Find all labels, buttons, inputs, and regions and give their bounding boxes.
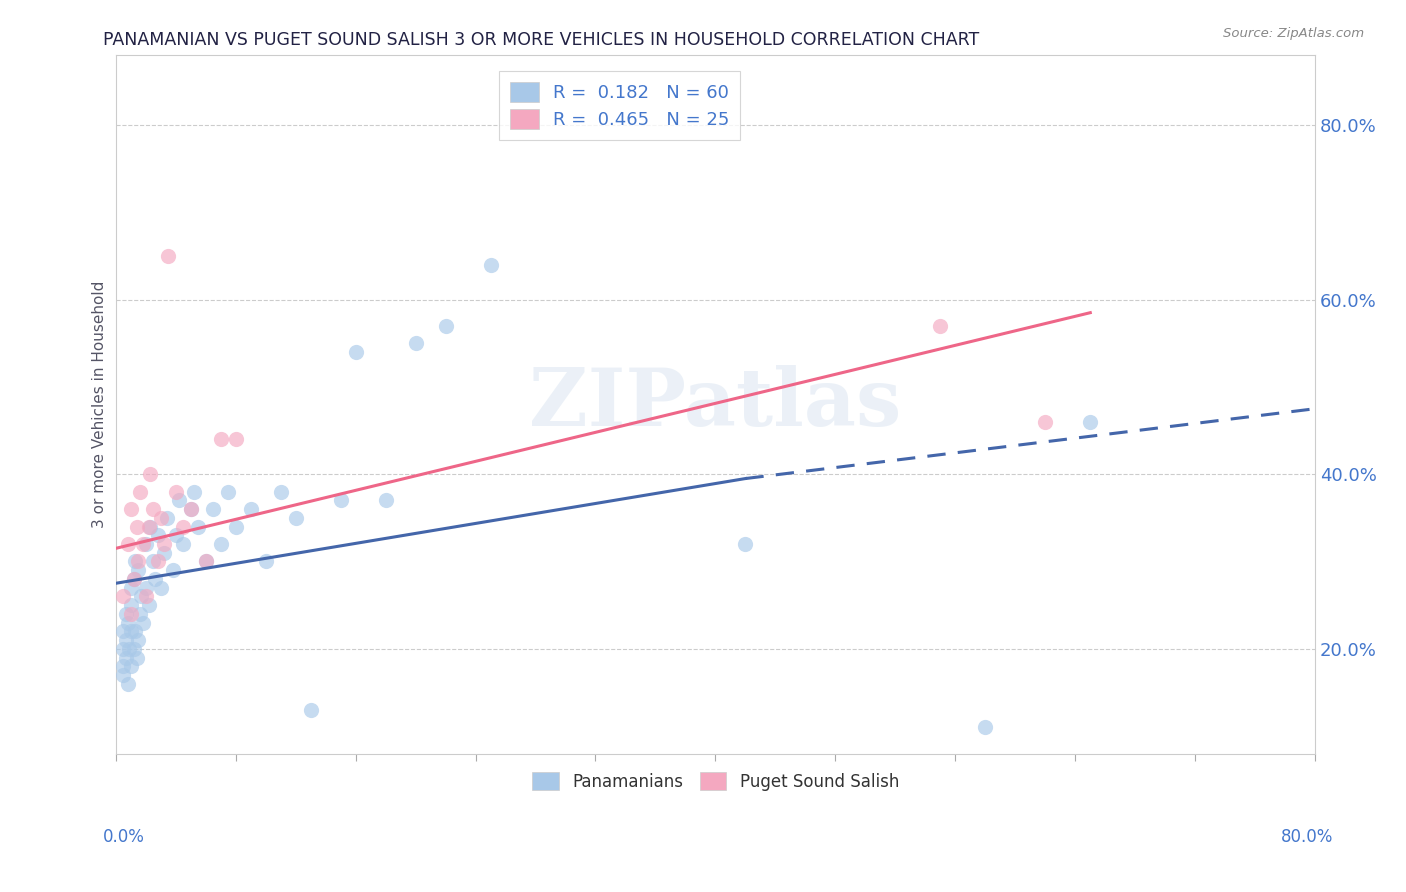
Point [118,641,141,656]
Point [115,650,138,665]
Text: ZIPatlas: ZIPatlas [529,366,901,443]
Point [138,519,160,533]
Point [135,537,157,551]
Point [172,537,194,551]
Point [162,563,184,577]
Point [344,345,367,359]
Point [149,511,172,525]
Text: 0.0%: 0.0% [103,828,145,846]
Point [122,572,145,586]
Text: Source: ZipAtlas.com: Source: ZipAtlas.com [1223,27,1364,40]
Point [142,502,165,516]
Point [187,519,209,533]
Point [167,493,190,508]
Point [120,659,142,673]
Point [225,432,247,446]
Point [374,493,396,508]
Point [143,572,166,586]
Point [180,502,202,516]
Point [183,484,205,499]
Point [128,607,150,621]
Point [209,432,232,446]
Point [299,703,322,717]
Y-axis label: 3 or more Vehicles in Household: 3 or more Vehicles in Household [93,281,107,528]
Point [122,572,145,586]
Point [284,511,307,525]
Point [157,249,180,263]
Point [131,615,153,630]
Point [929,318,952,333]
Point [152,546,174,560]
Point [120,624,142,639]
Point [117,615,139,630]
Point [217,484,239,499]
Point [1078,415,1101,429]
Point [146,554,169,568]
Point [209,537,232,551]
Point [127,563,149,577]
Point [165,484,187,499]
Point [156,511,179,525]
Point [239,502,262,516]
Point [194,554,217,568]
Point [112,590,135,604]
Point [974,720,997,734]
Point [112,624,135,639]
Point [180,502,202,516]
Point [479,258,502,272]
Point [112,659,135,673]
Text: PANAMANIAN VS PUGET SOUND SALISH 3 OR MORE VEHICLES IN HOUSEHOLD CORRELATION CHA: PANAMANIAN VS PUGET SOUND SALISH 3 OR MO… [103,31,979,49]
Point [125,519,148,533]
Point [254,554,277,568]
Point [131,537,153,551]
Point [127,554,149,568]
Point [734,537,756,551]
Point [270,484,292,499]
Point [1033,415,1056,429]
Point [124,554,146,568]
Point [149,581,172,595]
Point [120,502,142,516]
Point [202,502,225,516]
Point [405,336,427,351]
Point [122,641,145,656]
Point [434,318,457,333]
Point [115,633,138,648]
Point [225,519,247,533]
Point [127,633,149,648]
Point [112,641,135,656]
Point [120,598,142,612]
Point [135,590,157,604]
Point [124,624,146,639]
Point [129,590,152,604]
Point [146,528,169,542]
Point [117,537,139,551]
Legend: Panamanians, Puget Sound Salish: Panamanians, Puget Sound Salish [526,765,905,797]
Point [152,537,174,551]
Point [135,581,157,595]
Point [115,607,138,621]
Point [138,598,160,612]
Point [139,467,162,482]
Point [142,554,165,568]
Point [125,650,148,665]
Point [172,519,194,533]
Point [165,528,187,542]
Text: 80.0%: 80.0% [1281,828,1333,846]
Point [329,493,352,508]
Point [128,484,150,499]
Point [120,581,142,595]
Point [120,607,142,621]
Point [117,676,139,690]
Point [194,554,217,568]
Point [139,519,162,533]
Point [112,668,135,682]
